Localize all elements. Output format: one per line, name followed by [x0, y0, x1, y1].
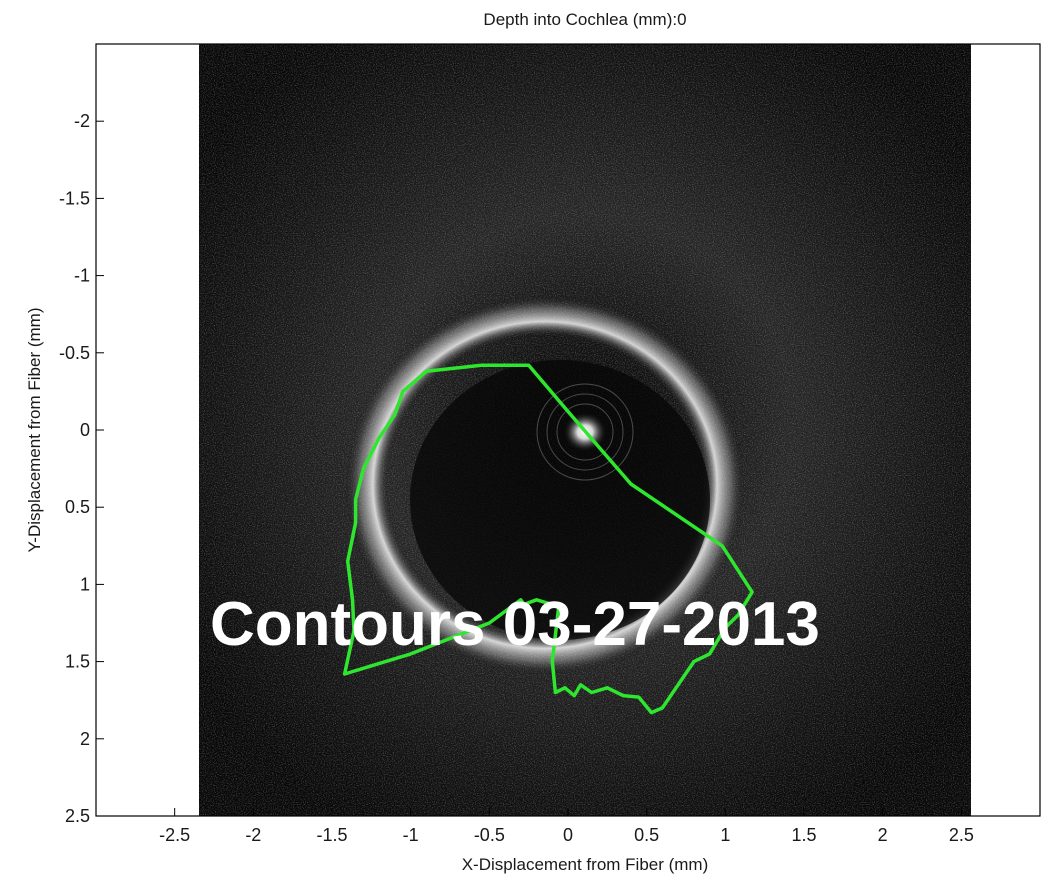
- y-tick-label: 1.5: [65, 652, 90, 672]
- x-tick-label: 2: [878, 825, 888, 845]
- fiber-center-rings: [536, 383, 634, 481]
- x-tick-label: -0.5: [474, 825, 505, 845]
- y-tick-label: 2.5: [65, 806, 90, 826]
- y-tick-label: 0.5: [65, 497, 90, 517]
- contours-date-annotation: Contours 03-27-2013: [210, 590, 820, 659]
- y-tick-label: -1.5: [59, 188, 90, 208]
- x-tick-label: 1: [720, 825, 730, 845]
- y-tick-label: -1: [74, 266, 90, 286]
- contour-line: [342, 363, 754, 715]
- x-tick-label: -2.5: [159, 825, 190, 845]
- y-axis: -2 -1.5 -1 -0.5 0 0.5 1 1.5 2 2.5: [59, 111, 104, 826]
- y-tick-label: -0.5: [59, 343, 90, 363]
- x-tick-label: 1.5: [791, 825, 816, 845]
- x-tick-label: 0.5: [634, 825, 659, 845]
- cochlear-lumen: [410, 360, 710, 640]
- x-tick-label: -1: [403, 825, 419, 845]
- x-tick-label: -2: [245, 825, 261, 845]
- chart-title: Depth into Cochlea (mm):0: [483, 10, 686, 29]
- contour-series: [342, 363, 754, 715]
- x-tick-label: 2.5: [949, 825, 974, 845]
- x-tick-label: -1.5: [316, 825, 347, 845]
- y-axis-label: Y-Displacement from Fiber (mm): [25, 308, 44, 553]
- x-axis: -2.5 -2 -1.5 -1 -0.5 0 0.5 1 1.5 2 2.5: [159, 808, 974, 845]
- y-tick-label: 1: [80, 574, 90, 594]
- y-tick-label: 0: [80, 420, 90, 440]
- x-axis-label: X-Displacement from Fiber (mm): [462, 855, 709, 874]
- x-tick-label: 0: [563, 825, 573, 845]
- y-tick-label: -2: [74, 111, 90, 131]
- y-tick-label: 2: [80, 729, 90, 749]
